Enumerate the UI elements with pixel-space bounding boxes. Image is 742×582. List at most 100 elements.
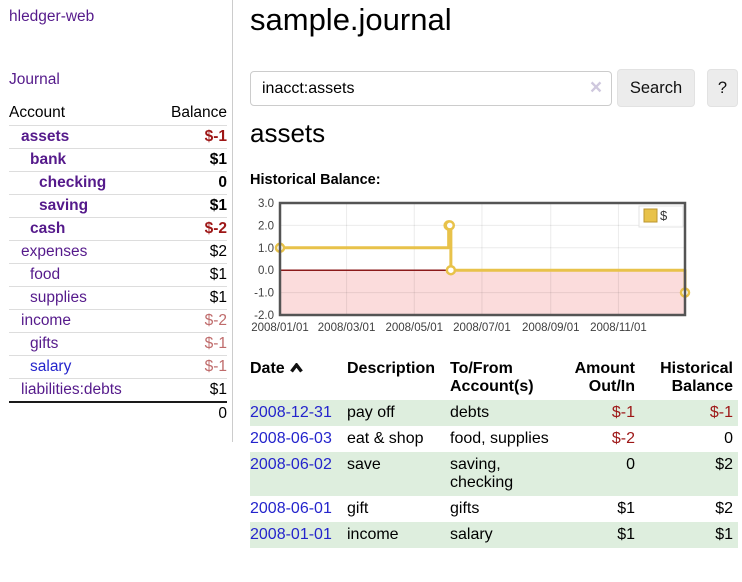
- account-balance: $-1: [154, 332, 227, 356]
- accounts-total-value: 0: [154, 401, 227, 425]
- register-accounts-cell: food, supplies: [450, 430, 549, 447]
- chart-legend-label: $: [660, 208, 668, 223]
- account-balance: $1: [154, 194, 227, 218]
- search-form: × Search ?: [250, 69, 738, 107]
- chart-ytick-label: 0.0: [258, 265, 274, 277]
- chart-ytick-label: -1.0: [254, 288, 274, 300]
- account-link-income[interactable]: income: [21, 312, 71, 329]
- register-balance-cell: $2: [715, 500, 733, 517]
- accounts-table: Account Balance assets $-1 bank $1 checking 0…: [9, 102, 227, 425]
- register-date-cell: 2008-06-02: [250, 452, 347, 496]
- register-header-amount: Amount Out/In: [574, 360, 635, 395]
- account-balance: $-2: [154, 217, 227, 241]
- register-description-cell: save: [347, 456, 381, 473]
- chart-ytick-label: -2.0: [254, 310, 274, 322]
- transaction-date-link[interactable]: 2008-06-02: [250, 456, 332, 473]
- account-balance: $-1: [154, 355, 227, 379]
- brand-link[interactable]: hledger-web: [9, 8, 95, 25]
- register-row: 2008-06-01 gift gifts $1 $2: [250, 496, 738, 522]
- register-description-cell: income: [347, 526, 399, 543]
- account-link-supplies[interactable]: supplies: [30, 289, 87, 306]
- chart-ytick-label: 1.0: [258, 243, 274, 255]
- register-date-cell: 2008-06-03: [250, 426, 347, 452]
- main-content: sample.journal × Search ? assets Histori…: [250, 0, 738, 582]
- account-row: bank $1: [9, 148, 227, 172]
- register-table: Date Description To/From Account(s) Amou…: [250, 360, 738, 548]
- account-link-expenses[interactable]: expenses: [21, 243, 88, 260]
- chart-point-marker: [444, 220, 456, 231]
- chart-ytick-label: 2.0: [258, 220, 274, 232]
- account-name-cell: supplies: [9, 286, 155, 310]
- chart-xtick-label: 2008/09/01: [522, 322, 580, 334]
- register-date-cell: 2008-01-01: [250, 522, 347, 548]
- accounts-total-row: 0: [9, 401, 227, 425]
- register-body: 2008-12-31 pay off debts $-1 $-1 2008-06-03 ea…: [250, 400, 738, 548]
- chart-border: [278, 201, 687, 317]
- accounts-total-spacer: [9, 401, 155, 425]
- page-title: sample.journal: [250, 2, 452, 37]
- account-row: checking 0: [9, 171, 227, 195]
- help-button[interactable]: ?: [707, 69, 738, 107]
- account-link-saving[interactable]: saving: [39, 197, 89, 214]
- account-row: supplies $1: [9, 286, 227, 310]
- account-link-assets[interactable]: assets: [21, 128, 70, 145]
- transaction-date-link[interactable]: 2008-06-03: [250, 430, 332, 447]
- register-amount-cell: 0: [626, 456, 635, 473]
- transaction-date-link[interactable]: 2008-01-01: [250, 526, 332, 543]
- account-link-cash[interactable]: cash: [30, 220, 66, 237]
- account-name-cell: food: [9, 263, 155, 287]
- account-row: assets $-1: [9, 125, 227, 149]
- chart-xtick-label: 2008/05/01: [385, 322, 443, 334]
- register-row: 2008-06-02 save saving, checking 0 $2: [250, 452, 738, 496]
- transaction-date-link[interactable]: 2008-12-31: [250, 404, 332, 421]
- register-balance-cell: $1: [715, 526, 733, 543]
- account-link-food[interactable]: food: [30, 266, 61, 283]
- account-balance: $1: [154, 378, 227, 402]
- account-row: liabilities:debts $1: [9, 378, 227, 402]
- chart-xtick-label: 2008/03/01: [318, 322, 376, 334]
- register-amount-cell: $1: [617, 500, 635, 517]
- account-row: expenses $2: [9, 240, 227, 264]
- account-name-cell: liabilities:debts: [9, 378, 155, 402]
- register-amount-cell: $-1: [611, 404, 635, 421]
- account-name-cell: bank: [9, 148, 155, 172]
- chart-xtick-label: 2008/07/01: [453, 322, 511, 334]
- transaction-date-link[interactable]: 2008-06-01: [250, 500, 332, 517]
- search-button[interactable]: Search: [617, 69, 695, 107]
- account-balance: $1: [154, 263, 227, 287]
- register-header-date-label: Date: [250, 360, 285, 377]
- account-link-gifts[interactable]: gifts: [30, 335, 59, 352]
- account-link-salary[interactable]: salary: [30, 358, 72, 375]
- sidebar-item-journal[interactable]: Journal: [9, 71, 60, 88]
- accounts-header-account: Account: [9, 104, 66, 121]
- register-balance-cell: 0: [724, 430, 733, 447]
- register-balance-cell: $-1: [709, 404, 733, 421]
- account-balance: $-2: [154, 309, 227, 333]
- register-header-date[interactable]: Date: [250, 360, 347, 400]
- chart-ytick-label: 3.0: [258, 198, 274, 210]
- account-balance: $2: [154, 240, 227, 264]
- balance-chart: -2.0 -1.0 0.0 1.0 2.0 3.0 2008/01/01 2008/03/01…: [251, 198, 691, 334]
- account-name-cell: expenses: [9, 240, 155, 264]
- chart-xtick-label: 2008/11/01: [590, 322, 647, 334]
- account-balance: $1: [154, 286, 227, 310]
- chart-legend-swatch: [643, 208, 658, 223]
- account-name-cell: income: [9, 309, 155, 333]
- register-date-cell: 2008-06-01: [250, 496, 347, 522]
- account-link-bank[interactable]: bank: [30, 151, 67, 168]
- account-balance: 0: [154, 171, 227, 195]
- account-link-liabilities-debts[interactable]: liabilities:debts: [21, 381, 122, 398]
- clear-search-icon[interactable]: ×: [589, 76, 603, 99]
- register-header-description: Description: [347, 360, 436, 377]
- register-row: 2008-12-31 pay off debts $-1 $-1: [250, 400, 738, 426]
- register-accounts-cell: gifts: [450, 500, 480, 517]
- register-date-cell: 2008-12-31: [250, 400, 347, 426]
- register-header-accounts: To/From Account(s): [450, 360, 534, 395]
- search-input[interactable]: [250, 71, 612, 106]
- register-header-row: Date Description To/From Account(s) Amou…: [250, 360, 738, 400]
- account-balance: $1: [154, 148, 227, 172]
- account-balance: $-1: [154, 125, 227, 149]
- chart-title: Historical Balance:: [250, 172, 381, 188]
- account-name-cell: assets: [9, 125, 155, 149]
- account-link-checking[interactable]: checking: [39, 174, 107, 191]
